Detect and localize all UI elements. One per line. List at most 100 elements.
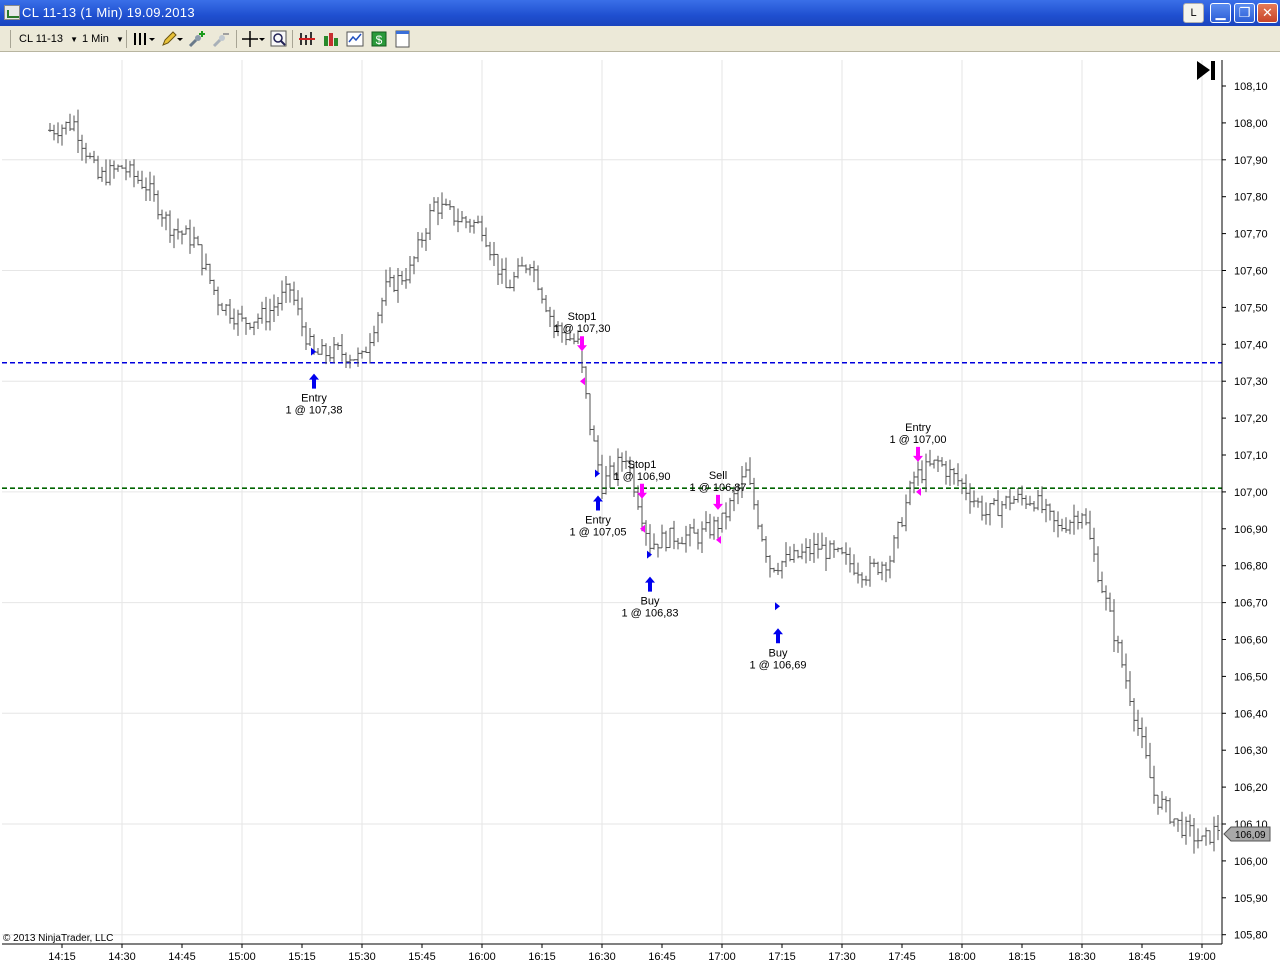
price-bar [604,466,608,495]
price-bar [80,134,84,161]
price-bar [932,459,936,469]
price-bar [480,215,484,242]
execution-triangle [311,347,316,356]
price-bar [372,325,376,347]
price-bar [588,393,592,436]
price-bar [888,555,892,579]
price-bar [920,460,924,484]
price-bar [220,302,224,311]
price-bar [864,575,868,586]
drawing-pencil-icon[interactable] [160,30,184,48]
instrument-label: CL 11-13 [19,33,64,45]
price-bar [1212,816,1216,852]
price-bar [476,215,480,224]
price-bar [940,457,944,467]
price-bar [468,218,472,233]
last-price-marker: 106,09 [1223,826,1271,842]
price-bar [928,449,932,467]
arrow-down-icon [577,336,587,352]
order-detail: 1 @ 106,87 [689,482,746,494]
price-bar [696,528,700,550]
data-box-icon[interactable] [346,30,364,48]
money-icon[interactable]: $ [370,30,388,48]
price-bar [1060,518,1064,532]
price-bar [744,462,748,478]
jump-to-end-icon[interactable] [1197,61,1215,80]
add-indicator-icon[interactable] [188,30,206,48]
price-bar [816,533,820,559]
price-bar [900,517,904,528]
price-bar [444,198,448,206]
chevron-down-icon: ▼ [115,35,124,44]
price-bar [228,298,232,324]
y-tick-label: 107,20 [1234,413,1268,425]
price-bars [48,109,1220,854]
strategy-icon[interactable] [298,30,316,48]
price-bar [460,210,464,223]
instrument-selector[interactable]: CL 11-13 ▼ [19,30,78,48]
x-tick-label: 17:15 [768,951,796,963]
x-tick-label: 18:15 [1008,951,1036,963]
price-bar [532,260,536,283]
price-bar [572,333,576,345]
x-tick-label: 18:45 [1128,951,1156,963]
bar-style-icon[interactable] [132,30,156,48]
restore-button[interactable]: ❐ [1234,3,1255,23]
minimize-button[interactable]: ▁ [1210,3,1231,23]
chart-toolbar: CL 11-13 ▼ 1 Min ▼ $ [0,26,1280,52]
price-bar [912,471,916,494]
layout-button[interactable]: L [1183,3,1204,23]
properties-icon[interactable] [394,30,412,48]
price-bar [916,459,920,486]
remove-indicator-icon[interactable] [212,30,230,48]
execution-triangle [647,550,652,559]
y-tick-label: 106,50 [1234,671,1268,683]
crosshair-icon[interactable] [242,30,266,48]
price-bar [84,142,88,164]
bar-chart-icon[interactable] [322,30,340,48]
order-label: Sell [709,470,727,482]
price-bar [284,276,288,303]
price-bar [824,537,828,572]
price-bar [1144,726,1148,759]
price-chart[interactable]: Entry 1 @ 107,38 Stop1 1 @ 107,30 Entry 1 @ 1… [0,52,1280,971]
price-bar [720,512,724,533]
price-bar [1120,639,1124,668]
price-bar [712,516,716,540]
price-bar [1076,510,1080,530]
price-bar [308,327,312,346]
price-bar [840,547,844,555]
price-bar [820,532,824,550]
price-bar [404,267,408,289]
toolbar-separator [236,30,237,48]
price-bar [264,296,268,331]
zoom-icon[interactable] [270,30,288,48]
price-bar [852,554,856,576]
price-bar [564,324,568,346]
price-bar [72,115,76,132]
price-bar [796,549,800,559]
price-bar [68,113,72,132]
price-bar [548,306,552,327]
arrow-down-icon [713,494,723,510]
close-button[interactable]: ✕ [1257,3,1278,23]
price-bar [992,498,996,506]
price-bar [408,256,412,284]
price-bar [1032,501,1036,512]
window-titlebar: CL 11-13 (1 Min) 19.09.2013 L ▁ ❐ ✕ [0,0,1280,26]
price-bar [1024,495,1028,509]
y-tick-label: 107,70 [1234,229,1268,241]
interval-selector[interactable]: 1 Min ▼ [82,30,124,48]
price-bar [236,309,240,336]
x-tick-label: 17:00 [708,951,736,963]
arrow-up-icon [309,373,319,389]
